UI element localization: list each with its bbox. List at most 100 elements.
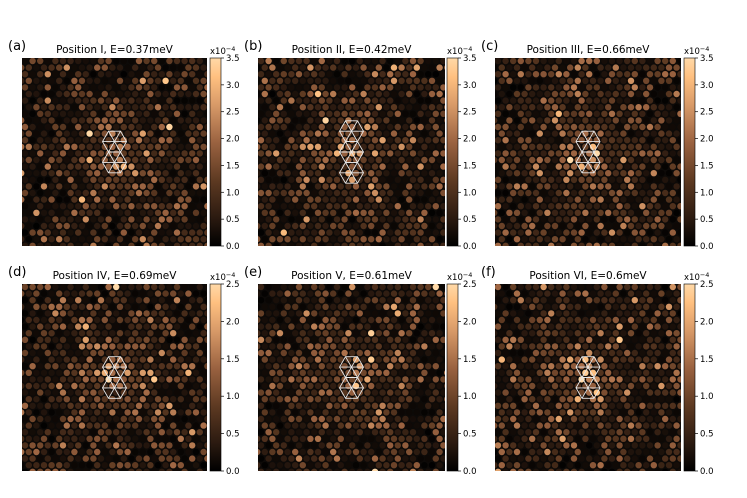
lattice-site (605, 64, 612, 71)
lattice-site (90, 415, 97, 423)
lattice-site (532, 323, 540, 330)
lattice-site (307, 356, 314, 363)
lattice-site (665, 77, 673, 85)
lattice-site (402, 442, 409, 449)
lattice-site (390, 316, 398, 324)
lattice-site (154, 396, 162, 403)
lattice-site (101, 64, 109, 71)
lattice-site (555, 97, 562, 104)
lattice-site (154, 369, 162, 376)
lattice-site (90, 389, 97, 396)
lattice-site (563, 363, 570, 370)
lattice-site (540, 137, 547, 144)
lattice-site (330, 90, 337, 98)
lattice-site (181, 402, 188, 409)
lattice-site (14, 403, 20, 409)
lattice-site (349, 97, 356, 104)
lattice-site (196, 163, 203, 170)
lattice-site (288, 442, 295, 449)
lattice-site (295, 189, 303, 197)
lattice-site (495, 123, 502, 131)
lattice-site (521, 396, 528, 403)
lattice-site (570, 123, 578, 131)
lattice-site (559, 462, 566, 469)
lattice-site (303, 229, 310, 236)
lattice-site (529, 90, 536, 98)
lattice-site (436, 356, 443, 363)
lattice-site (398, 117, 405, 124)
lattice-site (345, 209, 352, 216)
lattice-site (563, 297, 570, 304)
lattice-site (204, 58, 207, 65)
lattice-site (669, 163, 676, 170)
lattice-site (574, 117, 581, 124)
lattice-site (406, 130, 413, 137)
lattice-site (71, 343, 78, 350)
lattice-site (540, 216, 547, 223)
colorbar-multiplier: x10 (447, 273, 463, 283)
lattice-site (25, 196, 32, 203)
lattice-site (250, 97, 256, 103)
lattice-site (78, 290, 86, 297)
lattice-site (284, 475, 290, 481)
lattice-site (90, 349, 97, 357)
lattice-site (78, 462, 86, 469)
lattice-site (551, 222, 559, 230)
lattice-site (398, 409, 405, 416)
lattice-site (200, 170, 207, 177)
lattice-site (170, 156, 177, 164)
lattice-site (204, 310, 207, 317)
lattice-site (364, 323, 371, 330)
lattice-site (513, 343, 521, 350)
lattice-site (559, 396, 566, 403)
lattice-site (341, 71, 348, 78)
lattice-site (387, 242, 394, 246)
lattice-site (605, 130, 612, 137)
lattice-site (371, 284, 379, 291)
lattice-site (101, 448, 109, 456)
lattice-site (375, 409, 382, 416)
colorbar-tick-label: 2.0 (463, 135, 477, 145)
lattice-site (341, 110, 348, 118)
lattice-site (555, 229, 562, 236)
lattice-site (368, 117, 375, 124)
lattice-site (635, 316, 642, 324)
lattice-site (311, 110, 318, 118)
lattice-site (277, 249, 283, 255)
lattice-site (616, 110, 623, 118)
lattice-site (261, 316, 268, 324)
lattice-site (521, 409, 528, 416)
lattice-site (37, 349, 44, 357)
lattice-site (605, 303, 612, 310)
lattice-site (189, 58, 196, 65)
lattice-site (440, 84, 445, 91)
lattice-site (166, 189, 173, 197)
lattice-site (322, 117, 329, 124)
lattice-site (40, 183, 48, 190)
lattice-site (551, 64, 559, 71)
lattice-site (402, 376, 409, 383)
colorbar-exponent: −4 (226, 45, 236, 53)
lattice-site (559, 236, 566, 243)
lattice-site (498, 183, 505, 190)
lattice-site (620, 77, 627, 85)
lattice-site (662, 150, 669, 157)
lattice-site (597, 196, 604, 203)
lattice-site (349, 349, 356, 357)
lattice-site (650, 343, 657, 350)
lattice-site (495, 110, 502, 117)
lattice-site (170, 209, 177, 216)
lattice-site (548, 110, 555, 118)
lattice-site (658, 462, 665, 469)
lattice-site (303, 123, 310, 131)
lattice-site (196, 415, 203, 423)
lattice-site (128, 58, 135, 65)
lattice-site (627, 435, 635, 442)
lattice-site (593, 336, 600, 343)
lattice-site (406, 448, 413, 456)
lattice-site (597, 435, 604, 442)
lattice-site (192, 462, 200, 469)
lattice-site (200, 183, 207, 190)
lattice-site (299, 316, 306, 324)
lattice-site (379, 376, 386, 383)
